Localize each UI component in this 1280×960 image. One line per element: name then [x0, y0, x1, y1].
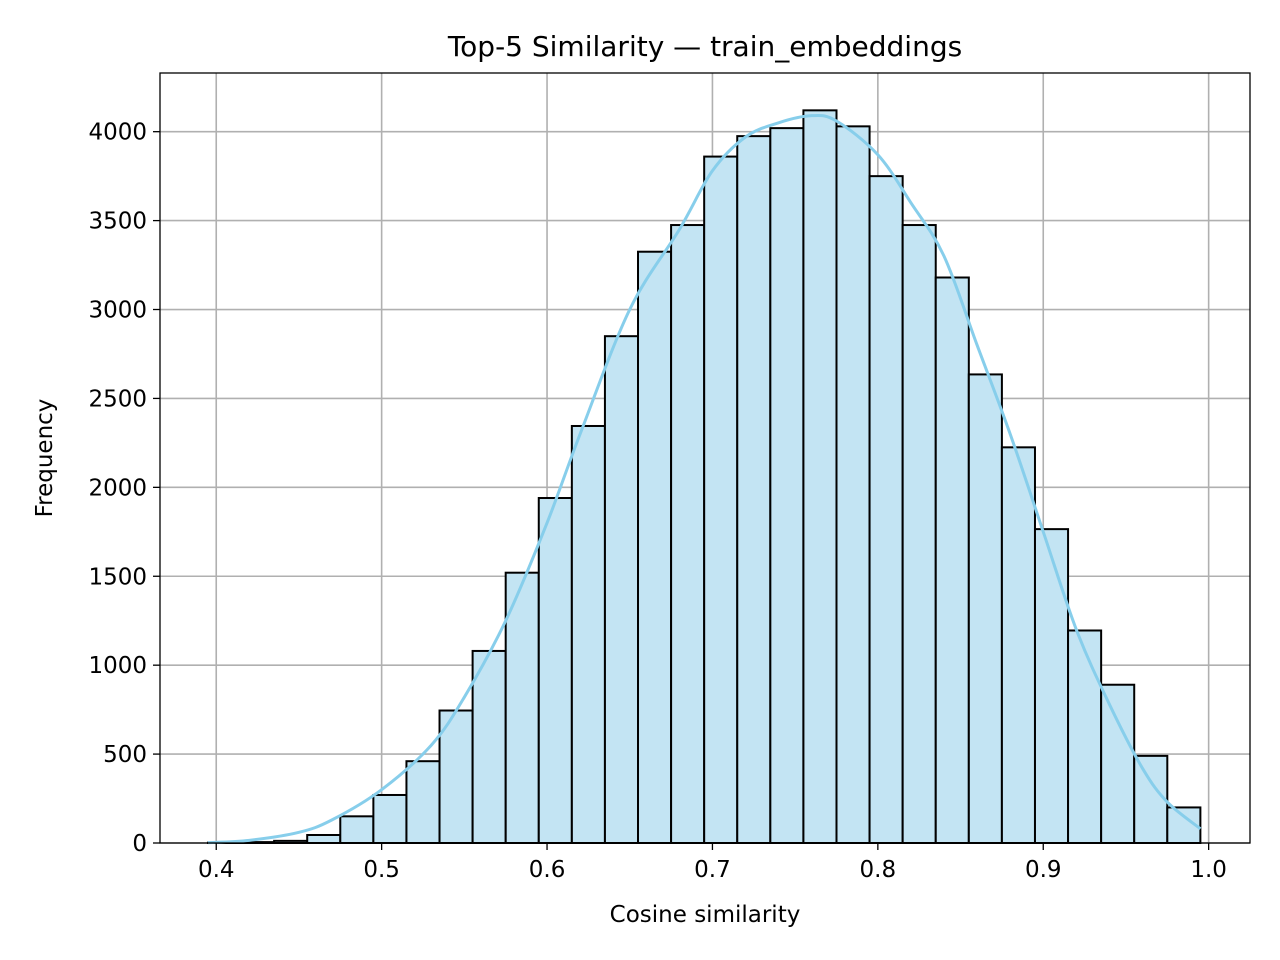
- x-tick-label: 0.4: [198, 857, 235, 883]
- histogram-bar: [967, 373, 1003, 844]
- histogram-bar: [934, 276, 970, 844]
- chart-title: Top-5 Similarity — train_embeddings: [447, 30, 962, 63]
- histogram-bar: [1033, 528, 1070, 844]
- histogram-bar: [868, 175, 904, 845]
- histogram-bar: [1100, 683, 1136, 845]
- histogram-bar: [835, 125, 871, 844]
- histogram-bar: [802, 109, 838, 844]
- histogram-bar: [1067, 629, 1103, 844]
- y-tick-label: 0: [132, 831, 147, 857]
- histogram-bars: [206, 109, 1202, 845]
- y-tick-label: 1000: [88, 653, 147, 679]
- y-tick-label: 2000: [88, 475, 147, 501]
- histogram-bar: [637, 250, 673, 844]
- y-tick-label: 500: [103, 742, 147, 768]
- y-axis-ticks: 0 500 1000 1500 2000 2500 3000 3500 4000: [88, 120, 160, 857]
- kde-curve: [207, 113, 1202, 845]
- histogram-bar: [537, 497, 573, 844]
- x-axis-label: Cosine similarity: [610, 902, 801, 928]
- y-tick-label: 2500: [88, 386, 147, 412]
- histogram-bar: [670, 224, 706, 844]
- x-tick-label: 0.8: [860, 857, 897, 883]
- histogram-bar: [1133, 754, 1169, 845]
- y-tick-label: 3500: [88, 209, 147, 235]
- histogram-bar: [703, 155, 739, 845]
- histogram-bar: [306, 833, 342, 844]
- histogram-bar: [769, 127, 805, 844]
- y-tick-label: 4000: [88, 120, 147, 146]
- x-tick-label: 0.9: [1025, 857, 1062, 883]
- histogram-bar: [405, 760, 441, 844]
- histogram-bar: [570, 424, 606, 844]
- y-tick-label: 3000: [88, 298, 147, 324]
- y-tick-label: 1500: [88, 564, 147, 590]
- histogram-bar: [339, 815, 375, 844]
- kde-curve-layer: [207, 113, 1202, 845]
- histogram-bar: [901, 224, 937, 844]
- histogram-bar: [603, 335, 640, 844]
- x-axis-ticks: 0.4 0.5 0.6 0.7 0.8 0.9 1.0: [198, 843, 1227, 883]
- plot-frame: [159, 72, 1251, 844]
- x-tick-label: 0.6: [529, 857, 566, 883]
- x-tick-label: 0.5: [363, 857, 400, 883]
- histogram-bar: [471, 649, 507, 844]
- x-tick-label: 1.0: [1190, 857, 1227, 883]
- histogram-bar: [372, 793, 408, 844]
- histogram-bar: [1000, 446, 1036, 844]
- histogram-bar: [504, 571, 540, 844]
- histogram-bar: [736, 135, 772, 844]
- y-axis-label: Frequency: [32, 399, 58, 518]
- x-tick-label: 0.7: [694, 857, 731, 883]
